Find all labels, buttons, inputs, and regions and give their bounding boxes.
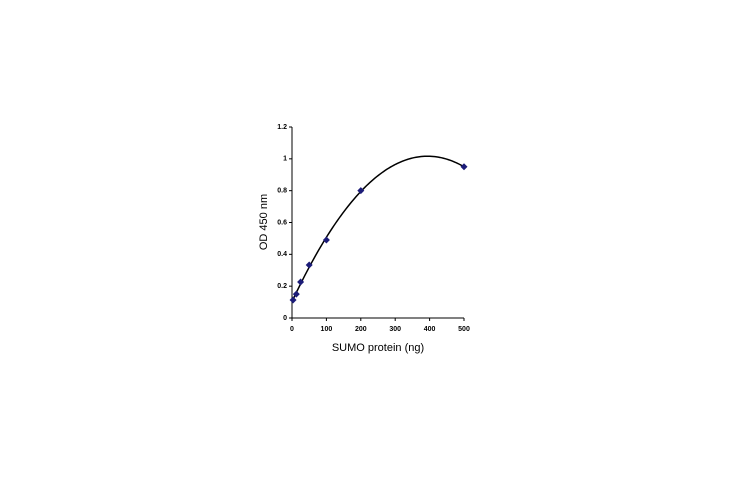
y-tick-label: 0.6 (277, 219, 287, 226)
y-tick-label: 0.4 (277, 251, 287, 258)
x-tick-label: 100 (321, 326, 333, 333)
trendline (292, 155, 465, 300)
x-axis-label: SUMO protein (ng) (332, 342, 424, 354)
data-point (305, 261, 313, 269)
x-tick-label: 500 (458, 326, 470, 333)
data-point (460, 163, 468, 171)
data-point (322, 236, 330, 244)
y-axis-label: OD 450 nm (258, 194, 270, 250)
x-tick-label: 400 (424, 326, 436, 333)
y-tick-label: 1 (283, 156, 287, 163)
data-point (289, 296, 297, 304)
data-point (357, 187, 365, 195)
y-tick-label: 0 (283, 315, 287, 322)
y-tick-label: 1.2 (277, 124, 287, 131)
x-tick-label: 0 (290, 326, 294, 333)
data-point (297, 278, 305, 286)
x-tick-label: 200 (355, 326, 367, 333)
data-point (292, 290, 300, 298)
x-tick-label: 300 (389, 326, 401, 333)
y-tick-label: 0.8 (277, 188, 287, 195)
y-tick-label: 0.2 (277, 283, 287, 290)
